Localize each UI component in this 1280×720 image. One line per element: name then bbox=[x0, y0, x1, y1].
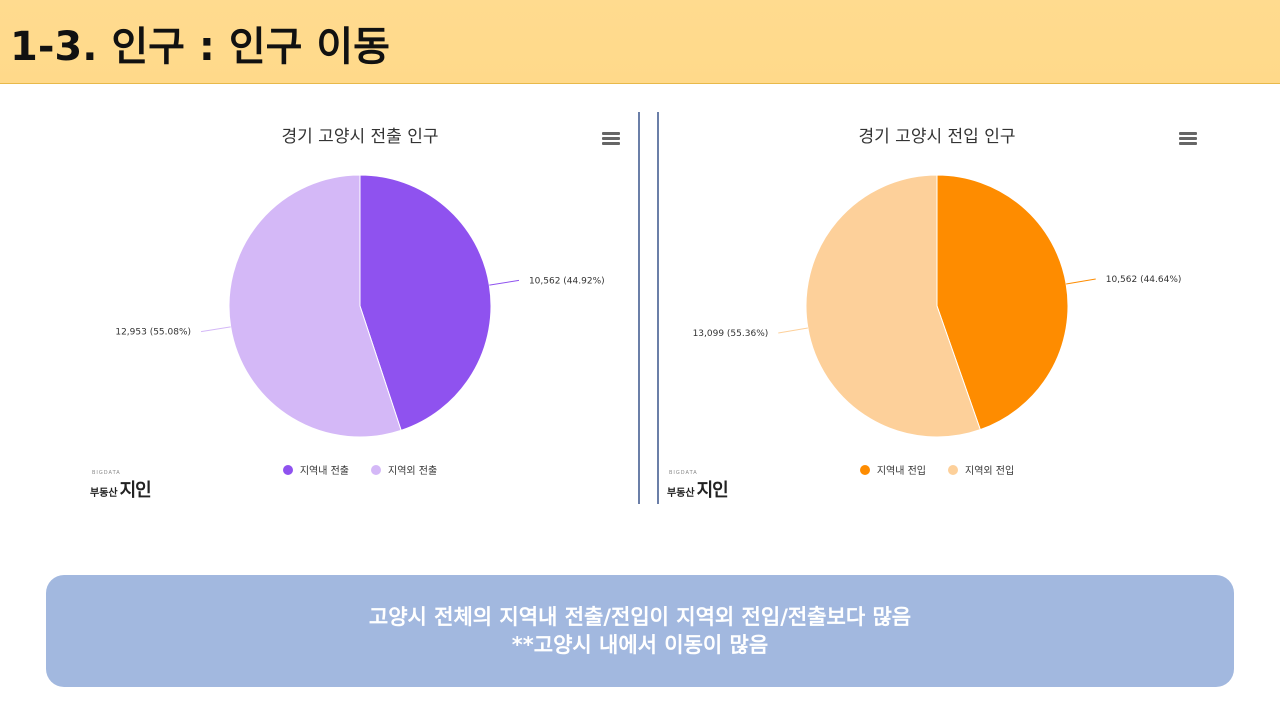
legend-item-outside[interactable]: 지역외 전출 bbox=[371, 462, 437, 477]
menu-icon[interactable] bbox=[1179, 132, 1197, 146]
chart-legend: 지역내 전입 지역외 전입 bbox=[657, 462, 1217, 477]
summary-line-2: **고양시 내에서 이동이 많음 bbox=[511, 633, 769, 657]
label-connector bbox=[489, 279, 520, 286]
legend-dot bbox=[282, 464, 293, 475]
chart-title: 경기 고양시 전입 인구 bbox=[858, 127, 1016, 147]
pie-chart-outflow: 10,562 (44.92%) 12,953 (55.08%) bbox=[115, 174, 605, 438]
legend-label: 지역외 전출 bbox=[388, 466, 438, 477]
logo-small-text: BIGDATA bbox=[669, 470, 698, 476]
label-connector bbox=[1066, 278, 1096, 285]
summary-box: 고양시 전체의 지역내 전출/전입이 지역외 전입/전출보다 많음 **고양시 … bbox=[46, 575, 1234, 687]
menu-icon[interactable] bbox=[602, 132, 620, 146]
legend-dot bbox=[859, 464, 870, 475]
legend-label: 지역외 전입 bbox=[965, 466, 1015, 477]
legend-item-outside[interactable]: 지역외 전입 bbox=[948, 462, 1014, 477]
logo-small-text: BIGDATA bbox=[92, 470, 121, 476]
summary-line-1: 고양시 전체의 지역내 전출/전입이 지역외 전입/전출보다 많음 bbox=[368, 605, 912, 629]
label-connector bbox=[200, 326, 231, 333]
data-label: 10,562 (44.64%) bbox=[1106, 275, 1182, 285]
chart-panel-outflow: 경기 고양시 전출 인구 10,562 (44.92%) 12,953 (55.0… bbox=[80, 100, 640, 510]
brand-logo: BIGDATA 부동산 지인 bbox=[90, 470, 152, 502]
chart-panel-inflow: 경기 고양시 전입 인구 10,562 (44.64%) 13,099 (55.3… bbox=[657, 100, 1217, 510]
pie-chart-inflow: 10,562 (44.64%) 13,099 (55.36%) bbox=[693, 174, 1182, 438]
legend-dot bbox=[948, 464, 958, 475]
pie-slice[interactable] bbox=[805, 174, 981, 438]
legend-dot bbox=[371, 464, 381, 475]
data-label: 12,953 (55.08%) bbox=[115, 328, 191, 338]
data-label: 10,562 (44.92%) bbox=[529, 276, 605, 286]
logo-text-b: 지인 bbox=[696, 480, 729, 501]
legend-item-within[interactable]: 지역내 전입 bbox=[859, 462, 926, 477]
legend-label: 지역내 전출 bbox=[299, 466, 349, 477]
logo-text-a: 부동산 bbox=[90, 488, 118, 499]
legend-item-within[interactable]: 지역내 전출 bbox=[282, 462, 349, 477]
header-banner: 1-3. 인구 : 인구 이동 bbox=[0, 0, 1280, 84]
pie-slice[interactable] bbox=[936, 174, 1069, 431]
chart-title: 경기 고양시 전출 인구 bbox=[281, 127, 439, 147]
pie-slice[interactable] bbox=[359, 174, 492, 432]
label-connector bbox=[778, 327, 808, 334]
page-title: 1-3. 인구 : 인구 이동 bbox=[10, 24, 390, 70]
data-label: 13,099 (55.36%) bbox=[693, 329, 769, 339]
logo-text-a: 부동산 bbox=[667, 488, 695, 499]
divider-line bbox=[638, 112, 640, 504]
legend-label: 지역내 전입 bbox=[876, 466, 926, 477]
brand-logo: BIGDATA 부동산 지인 bbox=[667, 470, 729, 502]
chart-legend: 지역내 전출 지역외 전출 bbox=[80, 462, 640, 477]
logo-text-b: 지인 bbox=[119, 480, 152, 501]
divider-line bbox=[657, 112, 659, 504]
